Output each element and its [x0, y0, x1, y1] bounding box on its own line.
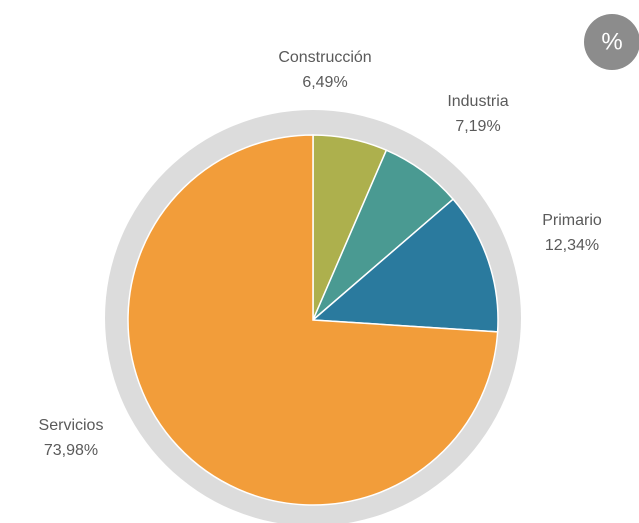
slice-value-label: 7,19% — [455, 118, 500, 135]
slice-value-label: 73,98% — [44, 442, 98, 459]
slice-label: Servicios — [39, 417, 104, 434]
slice-value-label: 6,49% — [302, 74, 347, 91]
pie-slice — [127, 134, 499, 506]
pie-slice — [311, 198, 499, 333]
slice-value-label: 12,34% — [545, 237, 599, 254]
slice-label: Primario — [542, 212, 602, 229]
unit-badge — [584, 14, 639, 70]
unit-badge-text: % — [601, 28, 622, 55]
slice-label: Construcción — [278, 49, 371, 66]
slice-label: Industria — [447, 93, 508, 110]
